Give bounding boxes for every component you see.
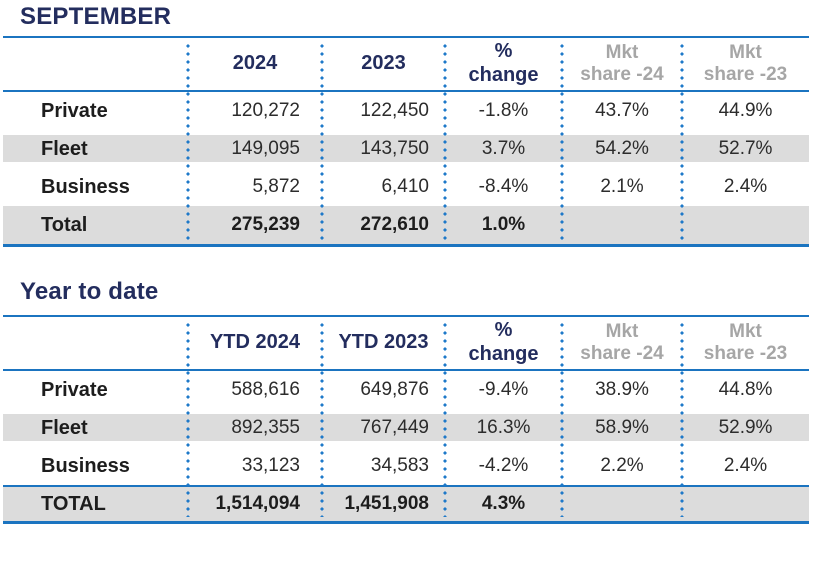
- value-pct-change: -1.8%: [478, 100, 529, 121]
- column-header-blank: [3, 38, 188, 90]
- value-2024: 5,872: [252, 176, 300, 197]
- value-2024: 275,239: [231, 214, 300, 235]
- value-mkt-share-23: 44.9%: [718, 100, 773, 121]
- table-row-total: Total 275,239 272,610 1.0%: [3, 206, 809, 244]
- value-mkt-share-24: 54.2%: [595, 138, 649, 159]
- value-pct-change: 3.7%: [481, 138, 526, 159]
- september-header-row: 2024 2023 % change Mkt share -24 Mkt sha…: [3, 38, 809, 92]
- row-label: Private: [41, 99, 108, 122]
- row-label: Private: [41, 378, 108, 401]
- value-ytd-2024: 1,514,094: [215, 493, 300, 514]
- table-row-total: TOTAL 1,514,094 1,451,908 4.3%: [3, 485, 809, 521]
- row-label: Business: [41, 454, 130, 477]
- column-header-ytd-2023: YTD 2023: [322, 317, 445, 369]
- table-row-private: Private 588,616 649,876 -9.4% 38.9% 44.8…: [3, 371, 809, 409]
- column-header-ytd-2024: YTD 2024: [188, 317, 322, 369]
- value-mkt-share-24: 38.9%: [595, 379, 649, 400]
- column-header-2023: 2023: [322, 38, 445, 90]
- year-to-date-title: Year to date: [20, 278, 159, 305]
- value-mkt-share-23: 44.8%: [718, 379, 773, 400]
- column-header-mkt-share-23: Mkt share -23: [682, 38, 809, 90]
- column-header-label: YTD 2024: [209, 331, 301, 354]
- column-header-label-line1: %: [494, 319, 513, 342]
- report-page: SEPTEMBER 2024 2023 % change Mkt share -…: [3, 3, 809, 524]
- value-2024: 149,095: [231, 138, 300, 159]
- column-header-label-line2: share -23: [703, 343, 788, 364]
- column-header-label-line2: share -24: [580, 64, 664, 85]
- value-mkt-share-23: 52.7%: [718, 138, 773, 159]
- row-label: Fleet: [41, 137, 88, 160]
- column-header-pct-change: % change: [445, 317, 562, 369]
- column-header-label-line1: %: [494, 40, 513, 63]
- row-label: Fleet: [41, 416, 88, 439]
- value-pct-change: -8.4%: [478, 176, 529, 197]
- column-header-2024: 2024: [188, 38, 322, 90]
- ytd-header-row: YTD 2024 YTD 2023 % change Mkt share -24…: [3, 317, 809, 371]
- value-mkt-share-23: 2.4%: [723, 176, 768, 197]
- table-row-business: Business 5,872 6,410 -8.4% 2.1% 2.4%: [3, 168, 809, 206]
- value-mkt-share-23: 52.9%: [718, 417, 773, 438]
- value-mkt-share-24: 2.1%: [600, 176, 644, 197]
- value-ytd-2023: 34,583: [370, 455, 429, 476]
- column-header-mkt-share-24: Mkt share -24: [562, 38, 682, 90]
- column-header-label-line2: change: [468, 343, 539, 365]
- column-header-mkt-share-24: Mkt share -24: [562, 317, 682, 369]
- row-label: TOTAL: [41, 492, 106, 515]
- year-to-date-table: YTD 2024 YTD 2023 % change Mkt share -24…: [3, 315, 809, 524]
- value-ytd-2023: 649,876: [360, 379, 429, 400]
- value-pct-change: 4.3%: [481, 493, 526, 514]
- column-header-blank: [3, 317, 188, 369]
- column-header-label: 2024: [232, 52, 278, 75]
- table-row-private: Private 120,272 122,450 -1.8% 43.7% 44.9…: [3, 92, 809, 130]
- column-header-label-line2: share -23: [703, 64, 788, 85]
- column-header-label-line1: Mkt: [729, 320, 762, 342]
- value-ytd-2023: 1,451,908: [344, 493, 429, 514]
- row-label: Business: [41, 175, 130, 198]
- value-mkt-share-23: 2.4%: [723, 455, 768, 476]
- value-2024: 120,272: [231, 100, 300, 121]
- column-header-label-line1: Mkt: [605, 41, 639, 63]
- column-header-pct-change: % change: [445, 38, 562, 90]
- column-header-label: 2023: [361, 52, 406, 75]
- value-2023: 143,750: [360, 138, 429, 159]
- value-2023: 6,410: [381, 176, 429, 197]
- table-row-fleet: Fleet 149,095 143,750 3.7% 54.2% 52.7%: [3, 130, 809, 168]
- value-ytd-2023: 767,449: [360, 417, 429, 438]
- column-header-label-line1: Mkt: [729, 41, 762, 63]
- september-table: 2024 2023 % change Mkt share -24 Mkt sha…: [3, 36, 809, 247]
- value-2023: 122,450: [360, 100, 429, 121]
- value-ytd-2024: 892,355: [231, 417, 300, 438]
- column-header-label: YTD 2023: [338, 331, 429, 354]
- value-ytd-2024: 33,123: [241, 455, 300, 476]
- column-header-mkt-share-23: Mkt share -23: [682, 317, 809, 369]
- column-header-label-line2: change: [468, 64, 539, 86]
- table-row-business: Business 33,123 34,583 -4.2% 2.2% 2.4%: [3, 447, 809, 485]
- value-2023: 272,610: [360, 214, 429, 235]
- column-header-label-line1: Mkt: [605, 320, 639, 342]
- table-row-fleet: Fleet 892,355 767,449 16.3% 58.9% 52.9%: [3, 409, 809, 447]
- value-pct-change: 16.3%: [476, 417, 531, 438]
- value-mkt-share-24: 43.7%: [595, 100, 649, 121]
- value-mkt-share-24: 58.9%: [595, 417, 649, 438]
- value-pct-change: 1.0%: [481, 214, 526, 235]
- value-pct-change: -9.4%: [478, 379, 529, 400]
- value-mkt-share-24: 2.2%: [600, 455, 644, 476]
- row-label: Total: [41, 213, 88, 236]
- september-title: SEPTEMBER: [20, 3, 172, 30]
- value-pct-change: -4.2%: [478, 455, 529, 476]
- column-header-label-line2: share -24: [580, 343, 664, 364]
- value-ytd-2024: 588,616: [231, 379, 300, 400]
